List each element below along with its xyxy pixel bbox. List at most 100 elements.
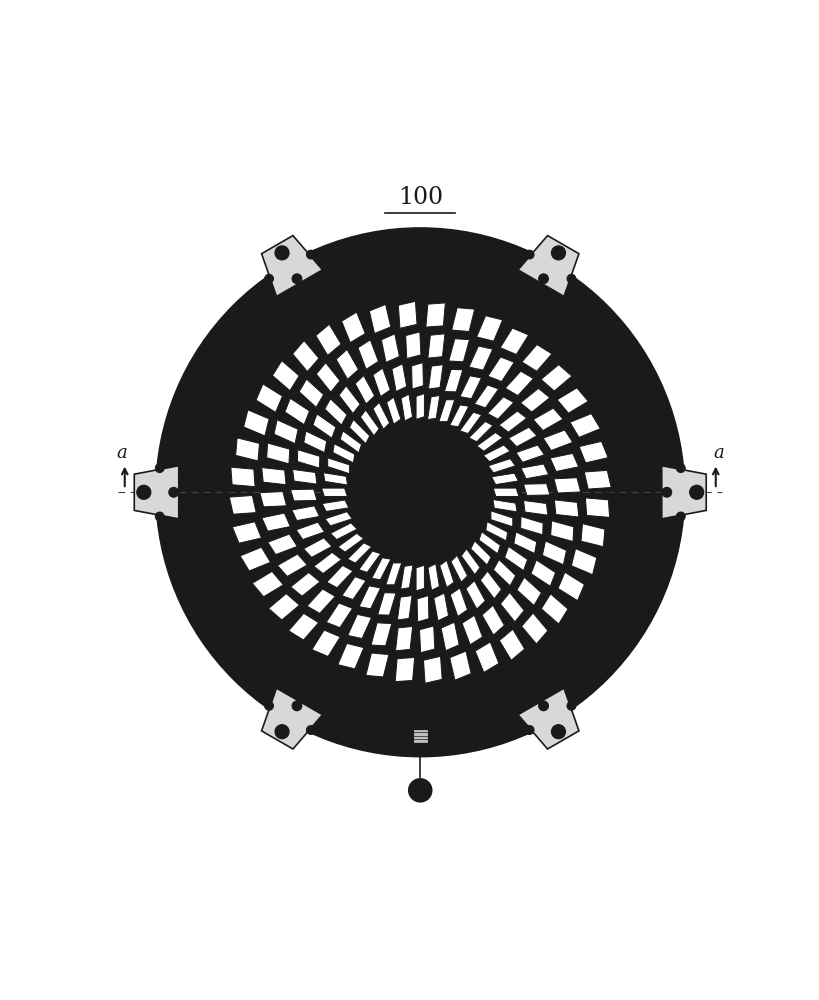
Circle shape bbox=[382, 454, 458, 530]
Circle shape bbox=[265, 274, 274, 283]
Polygon shape bbox=[337, 643, 364, 669]
Circle shape bbox=[306, 726, 315, 734]
Polygon shape bbox=[296, 522, 324, 540]
Polygon shape bbox=[482, 445, 509, 462]
Polygon shape bbox=[480, 571, 501, 599]
Polygon shape bbox=[459, 376, 481, 399]
Polygon shape bbox=[542, 430, 572, 450]
Polygon shape bbox=[465, 581, 485, 609]
Polygon shape bbox=[316, 363, 340, 392]
Polygon shape bbox=[520, 388, 549, 412]
Polygon shape bbox=[261, 688, 322, 749]
Polygon shape bbox=[448, 339, 469, 362]
Circle shape bbox=[155, 512, 164, 521]
Polygon shape bbox=[550, 453, 578, 471]
Polygon shape bbox=[468, 421, 492, 442]
Polygon shape bbox=[299, 379, 324, 407]
Polygon shape bbox=[134, 466, 179, 519]
Polygon shape bbox=[439, 560, 454, 587]
Circle shape bbox=[538, 274, 548, 284]
Polygon shape bbox=[419, 626, 434, 653]
Circle shape bbox=[676, 464, 685, 473]
Polygon shape bbox=[444, 369, 462, 392]
Polygon shape bbox=[508, 427, 536, 447]
Circle shape bbox=[265, 701, 274, 710]
Polygon shape bbox=[550, 521, 573, 541]
Polygon shape bbox=[261, 513, 290, 531]
Polygon shape bbox=[235, 438, 259, 461]
Polygon shape bbox=[417, 596, 428, 622]
Polygon shape bbox=[359, 551, 380, 572]
Circle shape bbox=[661, 487, 671, 497]
Circle shape bbox=[274, 725, 288, 739]
Polygon shape bbox=[328, 458, 349, 474]
Polygon shape bbox=[558, 572, 584, 601]
Polygon shape bbox=[347, 614, 371, 639]
Polygon shape bbox=[581, 524, 604, 547]
Polygon shape bbox=[428, 365, 442, 389]
Polygon shape bbox=[520, 517, 542, 535]
Polygon shape bbox=[415, 565, 424, 591]
Polygon shape bbox=[541, 594, 568, 624]
Polygon shape bbox=[395, 657, 414, 682]
Circle shape bbox=[186, 258, 654, 726]
Polygon shape bbox=[256, 384, 282, 412]
Polygon shape bbox=[400, 565, 413, 589]
Polygon shape bbox=[229, 495, 256, 514]
Polygon shape bbox=[571, 549, 596, 575]
Circle shape bbox=[137, 485, 151, 499]
Polygon shape bbox=[423, 656, 441, 683]
Polygon shape bbox=[288, 613, 319, 640]
Polygon shape bbox=[554, 500, 578, 517]
Polygon shape bbox=[476, 316, 502, 341]
Polygon shape bbox=[252, 571, 283, 597]
Polygon shape bbox=[359, 586, 380, 609]
Text: a: a bbox=[116, 444, 127, 462]
Polygon shape bbox=[532, 408, 563, 431]
Polygon shape bbox=[425, 303, 445, 327]
Polygon shape bbox=[373, 368, 390, 397]
Polygon shape bbox=[338, 386, 360, 413]
Polygon shape bbox=[391, 364, 406, 392]
Polygon shape bbox=[314, 552, 341, 574]
Polygon shape bbox=[340, 431, 361, 453]
Polygon shape bbox=[450, 588, 467, 616]
Polygon shape bbox=[521, 345, 551, 371]
Polygon shape bbox=[461, 549, 479, 575]
Circle shape bbox=[538, 701, 548, 711]
Polygon shape bbox=[468, 346, 492, 370]
Circle shape bbox=[623, 608, 634, 618]
Polygon shape bbox=[373, 402, 389, 429]
Circle shape bbox=[566, 701, 575, 710]
Circle shape bbox=[551, 246, 565, 260]
Polygon shape bbox=[326, 603, 352, 628]
Circle shape bbox=[524, 726, 533, 734]
Polygon shape bbox=[500, 328, 528, 355]
Circle shape bbox=[414, 729, 425, 739]
Polygon shape bbox=[303, 538, 332, 557]
Polygon shape bbox=[400, 394, 412, 421]
Polygon shape bbox=[585, 498, 609, 517]
Polygon shape bbox=[441, 622, 459, 651]
Circle shape bbox=[409, 481, 431, 504]
Polygon shape bbox=[541, 365, 571, 391]
Polygon shape bbox=[358, 340, 378, 369]
Polygon shape bbox=[330, 523, 357, 540]
Polygon shape bbox=[268, 534, 297, 555]
Polygon shape bbox=[347, 543, 371, 563]
Polygon shape bbox=[521, 613, 547, 644]
Polygon shape bbox=[321, 488, 347, 496]
Polygon shape bbox=[269, 594, 299, 620]
Circle shape bbox=[141, 489, 147, 495]
Polygon shape bbox=[554, 478, 580, 493]
Polygon shape bbox=[266, 443, 289, 464]
Polygon shape bbox=[342, 312, 364, 343]
Polygon shape bbox=[297, 450, 319, 468]
Polygon shape bbox=[260, 492, 286, 507]
Polygon shape bbox=[284, 398, 309, 425]
Polygon shape bbox=[520, 464, 548, 479]
Polygon shape bbox=[240, 547, 270, 571]
Polygon shape bbox=[500, 593, 523, 622]
Polygon shape bbox=[427, 395, 439, 420]
Circle shape bbox=[328, 400, 512, 584]
